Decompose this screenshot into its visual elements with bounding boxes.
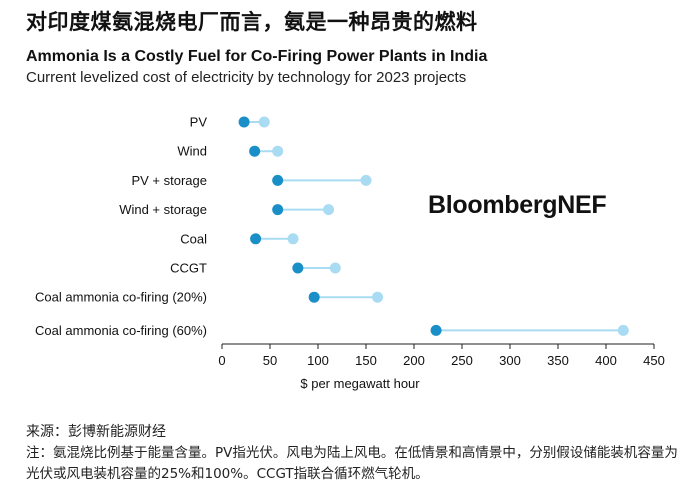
low-value-dot [430, 324, 442, 336]
x-tick-label: 450 [643, 353, 665, 368]
low-value-dot [238, 116, 250, 128]
x-axis-label: $ per megawatt hour [300, 376, 420, 391]
x-tick-label: 0 [218, 353, 225, 368]
category-label: Wind [177, 144, 207, 159]
chart-title: Ammonia Is a Costly Fuel for Co-Firing P… [26, 48, 488, 65]
high-value-dot [360, 174, 372, 186]
category-label: PV [190, 115, 208, 130]
headline: 对印度煤氨混烧电厂而言，氨是一种昂贵的燃料 [26, 10, 478, 34]
x-tick-label: 350 [547, 353, 569, 368]
category-label: Coal ammonia co-firing (20%) [35, 290, 207, 305]
low-value-dot [308, 291, 320, 303]
low-value-dot [292, 262, 304, 274]
high-value-dot [323, 204, 335, 216]
brand-part2: NEF [557, 191, 607, 219]
low-value-dot [272, 174, 284, 186]
footnote: 注：氨混烧比例基于能量含量。PV指光伏。风电为陆上风电。在低情景和高情景中，分别… [26, 445, 678, 482]
low-value-dot [272, 204, 284, 216]
bloombergnef-logo: BloombergNEF [428, 191, 607, 220]
x-tick-label: 400 [595, 353, 617, 368]
x-tick-label: 50 [263, 353, 277, 368]
category-label: Coal [180, 231, 207, 246]
x-tick-label: 100 [307, 353, 329, 368]
high-value-dot [272, 145, 284, 157]
low-value-dot [249, 145, 261, 157]
source-note: 来源：彭博新能源财经 [26, 424, 166, 440]
category-label: Wind + storage [119, 202, 207, 217]
chart-subtitle: Current levelized cost of electricity by… [26, 69, 467, 86]
dumbbell-chart: PV Wind PV + storage Wind + storage Coal CCGT… [35, 115, 665, 392]
category-label: PV + storage [131, 173, 207, 188]
category-label: Coal ammonia co-firing (60%) [35, 323, 207, 338]
high-value-dot [372, 291, 384, 303]
high-value-dot [287, 233, 299, 245]
x-tick-label: 250 [451, 353, 473, 368]
x-tick-label: 150 [355, 353, 377, 368]
high-value-dot [329, 262, 341, 274]
high-value-dot [258, 116, 270, 128]
brand-part1: Bloomberg [428, 191, 558, 219]
x-tick-label: 200 [403, 353, 425, 368]
x-tick-label: 300 [499, 353, 521, 368]
low-value-dot [250, 233, 262, 245]
high-value-dot [617, 324, 629, 336]
category-label: CCGT [170, 261, 207, 276]
